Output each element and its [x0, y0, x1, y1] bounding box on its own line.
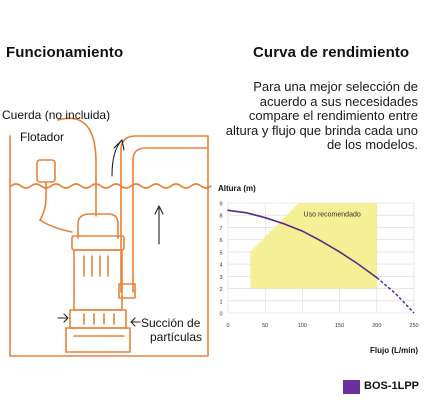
x-axis-label: Flujo (L/min): [370, 346, 418, 355]
y-tick-label: 9: [219, 202, 222, 208]
tank-outline: [9, 135, 209, 357]
section-title-curva: Curva de rendimiento: [253, 44, 410, 61]
x-tick-label: 200: [372, 323, 381, 329]
label-flotador: Flotador: [20, 130, 65, 144]
x-tick-label: 250: [409, 323, 418, 329]
y-tick-label: 4: [219, 263, 222, 269]
recommended-zone-label: Uso recomendado: [304, 211, 361, 218]
chart-description: Para una mejor selección de acuerdo a su…: [225, 79, 418, 152]
y-tick-label: 7: [219, 226, 222, 232]
y-tick-label: 1: [219, 299, 222, 305]
y-tick-label: 5: [219, 250, 222, 256]
y-tick-label: 6: [219, 238, 222, 244]
pump-diagram: [9, 117, 212, 357]
label-succion: Succión de: [141, 316, 201, 330]
y-axis-label: Altura (m): [218, 184, 256, 193]
y-tick-label: 8: [219, 214, 222, 220]
y-tick-label: 0: [219, 312, 222, 318]
label-cuerda: Cuerda (no incluida): [2, 108, 111, 122]
discharge-pipe: [120, 149, 134, 293]
float-wire: [39, 181, 47, 221]
cord-line: [57, 117, 97, 217]
x-tick-label: 0: [226, 323, 229, 329]
legend-label-bos-1lpp: BOS-1LPP: [364, 380, 420, 392]
pump-handle: [77, 213, 119, 239]
x-tick-label: 50: [262, 323, 268, 329]
section-title-funcionamiento: Funcionamiento: [6, 44, 124, 61]
water-surface: [10, 183, 212, 189]
performance-curve-left: [227, 209, 303, 232]
label-particulas: partículas: [150, 330, 203, 344]
recommended-zone: [250, 203, 377, 289]
legend-swatch-bos-1lpp: [343, 380, 360, 394]
y-tick-label: 2: [219, 287, 222, 293]
performance-curve-dashed: [376, 277, 415, 314]
x-tick-label: 150: [335, 323, 344, 329]
x-tick-label: 100: [298, 323, 307, 329]
float-body: [36, 159, 56, 183]
y-tick-label: 3: [219, 275, 222, 281]
